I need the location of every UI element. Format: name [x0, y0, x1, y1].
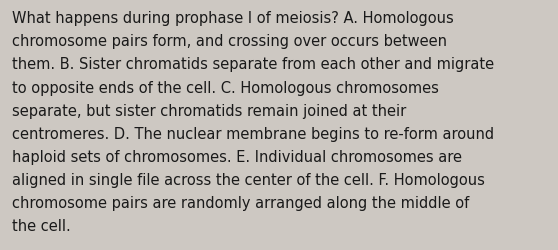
Text: haploid sets of chromosomes. E. Individual chromosomes are: haploid sets of chromosomes. E. Individu… [12, 149, 462, 164]
Text: separate, but sister chromatids remain joined at their: separate, but sister chromatids remain j… [12, 103, 407, 118]
Text: What happens during prophase I of meiosis? A. Homologous: What happens during prophase I of meiosi… [12, 11, 454, 26]
Text: chromosome pairs are randomly arranged along the middle of: chromosome pairs are randomly arranged a… [12, 195, 469, 210]
Text: chromosome pairs form, and crossing over occurs between: chromosome pairs form, and crossing over… [12, 34, 448, 49]
Text: them. B. Sister chromatids separate from each other and migrate: them. B. Sister chromatids separate from… [12, 57, 494, 72]
Text: aligned in single file across the center of the cell. F. Homologous: aligned in single file across the center… [12, 172, 485, 187]
Text: the cell.: the cell. [12, 218, 71, 233]
Text: centromeres. D. The nuclear membrane begins to re-form around: centromeres. D. The nuclear membrane beg… [12, 126, 494, 141]
Text: to opposite ends of the cell. C. Homologous chromosomes: to opposite ends of the cell. C. Homolog… [12, 80, 439, 95]
